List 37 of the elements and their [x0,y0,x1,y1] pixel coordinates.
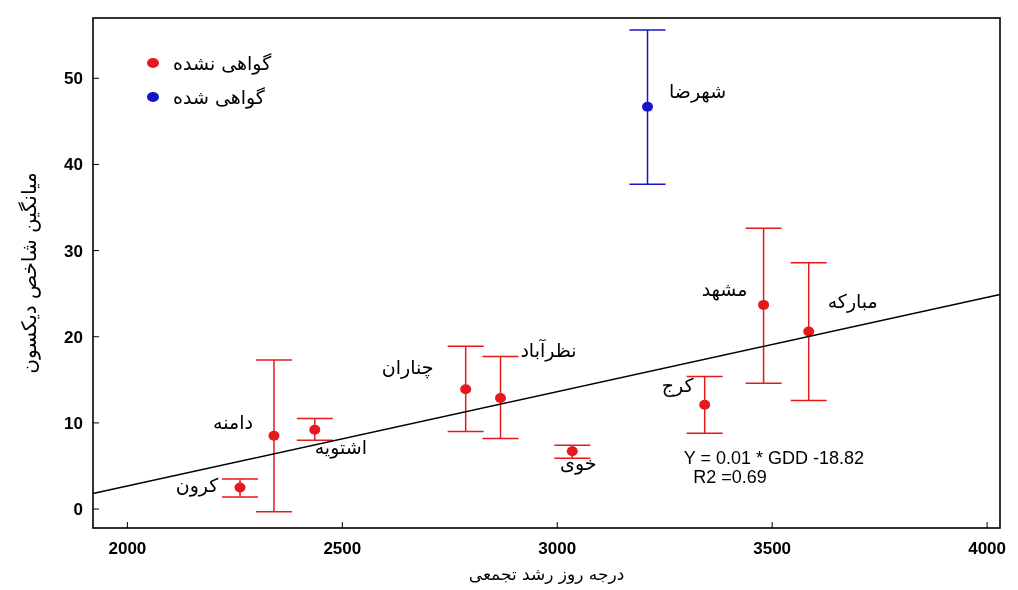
annotation: دامنه [213,410,253,433]
y-tick-label: 10 [64,413,83,433]
annotation: اشتویه [314,435,367,459]
annotation: Y = 0.01 * GDD -18.82 [683,448,865,468]
x-tick-label: 3000 [538,539,577,558]
point [699,399,711,410]
point [234,482,246,493]
x-tick-label: 3500 [753,539,792,558]
point [495,392,507,403]
point [460,384,472,395]
point [803,326,815,337]
annotation: خوی [560,452,597,476]
y-tick-label: 50 [64,69,83,89]
annotation: کرون [175,473,220,497]
x-tick-label: 2000 [108,539,147,558]
annotation: نظرآباد [520,337,577,362]
annotation: چناران [381,356,434,380]
point [268,430,280,441]
legend-label: گواهی نشده [173,52,273,75]
y-axis-title: میانگین شاخص دیکسون [17,172,41,374]
x-axis-title: درجه روز رشد تجمعی [468,564,625,584]
legend-label: گواهی شده [173,86,266,109]
annotation: مشهد [701,277,748,301]
y-tick-label: 0 [73,500,83,520]
annotation: R2 =0.69 [693,467,767,487]
x-tick-label: 4000 [968,539,1007,558]
annotation: کرج [661,373,695,397]
x-tick-label: 2500 [323,539,362,558]
annotation: مبارکه [827,289,878,313]
point [642,101,654,112]
point [309,424,321,435]
point [566,446,578,457]
y-tick-label: 20 [64,327,83,347]
annotation: شهرضا [668,79,727,103]
point [758,299,770,310]
y-tick-label: 30 [64,241,83,261]
y-tick-label: 40 [64,155,83,175]
